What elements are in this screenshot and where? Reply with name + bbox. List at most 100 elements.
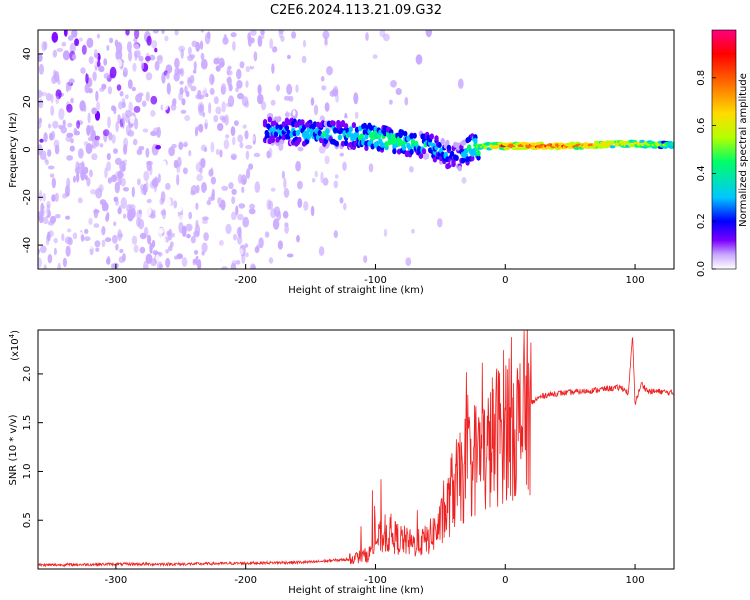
heatmap-cell <box>114 181 121 194</box>
heatmap-cell <box>155 144 162 150</box>
heatmap-cell <box>185 223 193 232</box>
heatmap-cell <box>165 182 171 191</box>
heatmap-cell <box>143 260 149 269</box>
heatmap-cell <box>261 256 268 262</box>
heatmap-cell <box>108 132 113 141</box>
heatmap-ridge-cell <box>418 152 424 159</box>
heatmap-cell <box>106 161 112 172</box>
heatmap-cell <box>375 237 381 243</box>
heatmap-cell <box>76 170 80 182</box>
heatmap-cell <box>51 130 56 141</box>
heatmap-cell <box>198 123 204 133</box>
heatmap-cell <box>260 228 266 235</box>
spectrogram-heatmap <box>38 30 674 269</box>
heatmap-cell <box>363 255 368 263</box>
heatmap-cell <box>178 141 184 150</box>
heatmap-cell <box>54 144 60 155</box>
heatmap-cell <box>223 34 227 40</box>
heatmap-cell <box>79 37 83 42</box>
heatmap-cell <box>66 155 73 161</box>
heatmap-cell <box>57 262 61 269</box>
heatmap-cell <box>72 54 77 60</box>
heatmap-cell <box>208 102 212 114</box>
heatmap-cell <box>72 232 78 240</box>
heatmap-cell <box>48 123 52 129</box>
heatmap-cell <box>113 106 117 115</box>
heatmap-cell <box>389 99 393 105</box>
heatmap-cell <box>191 40 198 48</box>
heatmap-ridge-cell <box>668 145 674 149</box>
heatmap-cell <box>131 86 136 92</box>
heatmap-cell <box>248 134 256 142</box>
heatmap-cell <box>66 103 73 113</box>
heatmap-cell <box>284 224 289 234</box>
heatmap-cell <box>72 257 78 263</box>
heatmap-cell <box>42 193 46 202</box>
heatmap-cell <box>353 92 359 105</box>
heatmap-cell <box>45 159 49 166</box>
heatmap-cell <box>143 226 149 238</box>
heatmap-cell <box>235 87 240 93</box>
heatmap-cell <box>69 145 75 152</box>
heatmap-cell <box>51 194 56 202</box>
heatmap-cell <box>88 56 94 64</box>
heatmap-cell <box>140 61 144 70</box>
heatmap-ridge-cell <box>497 141 504 145</box>
heatmap-cell <box>324 155 330 165</box>
heatmap-cell <box>137 92 144 97</box>
heatmap-ridge-cell <box>317 130 322 136</box>
colorbar-tick-label: 0.0 <box>696 261 707 277</box>
colorbar-tick-label: 0.2 <box>696 213 707 229</box>
heatmap-cell <box>87 243 94 250</box>
heatmap-cell <box>149 214 156 219</box>
heatmap-cell <box>39 150 47 161</box>
heatmap-cell <box>283 188 290 198</box>
heatmap-cell <box>185 90 190 98</box>
heatmap-cell <box>118 205 122 212</box>
heatmap-cell <box>111 234 118 244</box>
heatmap-cell <box>280 35 285 42</box>
heatmap-cell <box>220 83 227 95</box>
heatmap-cell <box>67 35 74 41</box>
heatmap-cell <box>109 53 117 58</box>
heatmap-cell <box>106 45 110 51</box>
heatmap-cell <box>133 105 141 113</box>
y-tick-label: -40 <box>22 237 33 253</box>
heatmap-cell <box>52 49 58 58</box>
heatmap-ridge-cell <box>530 142 536 146</box>
heatmap-cell <box>246 168 251 179</box>
heatmap-cell <box>321 44 329 49</box>
heatmap-cell <box>127 79 133 89</box>
heatmap-ridge-cell <box>473 137 478 144</box>
heatmap-ridge-cell <box>354 131 360 138</box>
heatmap-cell <box>192 261 197 266</box>
heatmap-cell <box>142 128 149 133</box>
heatmap-cell <box>303 39 306 48</box>
heatmap-cell <box>231 211 237 221</box>
heatmap-cell <box>157 173 161 183</box>
heatmap-cell <box>318 246 325 256</box>
heatmap-cell <box>174 255 179 260</box>
heatmap-cell <box>146 198 152 204</box>
heatmap-cell <box>96 60 101 68</box>
heatmap-cell <box>101 226 106 236</box>
heatmap-cell <box>149 180 157 189</box>
colorbar-tick-label: 0.4 <box>696 165 707 181</box>
heatmap-cell <box>234 120 239 126</box>
heatmap-cell <box>78 148 84 159</box>
heatmap-cell <box>138 146 145 151</box>
heatmap-cell <box>196 173 204 182</box>
heatmap-cell <box>75 161 80 172</box>
heatmap-cell <box>241 186 245 193</box>
heatmap-ridge-cell <box>639 139 646 143</box>
heatmap-cell <box>272 51 279 59</box>
heatmap-ridge-cell <box>262 119 268 125</box>
heatmap-cell <box>230 32 237 38</box>
heatmap-cell <box>311 177 316 183</box>
heatmap-cell <box>50 105 55 116</box>
heatmap-cell <box>321 85 327 91</box>
heatmap-cell <box>181 98 186 106</box>
heatmap-cell <box>93 223 100 229</box>
heatmap-ridge-cell <box>284 125 290 131</box>
